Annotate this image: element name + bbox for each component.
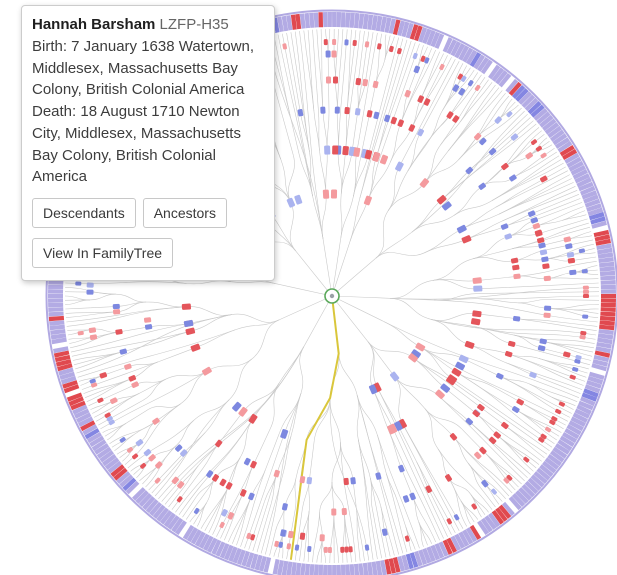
person-tooltip: Hannah Barsham LZFP-H35 Birth: 7 January… [21,5,275,281]
center-node[interactable] [324,288,340,304]
highlighted-lineage-path [289,295,340,560]
death-info: Death: 18 August 1710 Newton City, Middl… [32,103,241,186]
person-header: Hannah Barsham LZFP-H35 [32,14,264,36]
view-in-familytree-button[interactable]: View In FamilyTree [32,238,174,268]
birth-info: Birth: 7 January 1638 Watertown, Middles… [32,37,255,99]
ancestors-button[interactable]: Ancestors [142,198,227,228]
tree-links [64,28,600,564]
descendants-button[interactable]: Descendants [32,198,136,228]
outer-rim [45,9,617,575]
person-id: LZFP-H35 [159,16,229,33]
person-name: Hannah Barsham [32,16,156,33]
